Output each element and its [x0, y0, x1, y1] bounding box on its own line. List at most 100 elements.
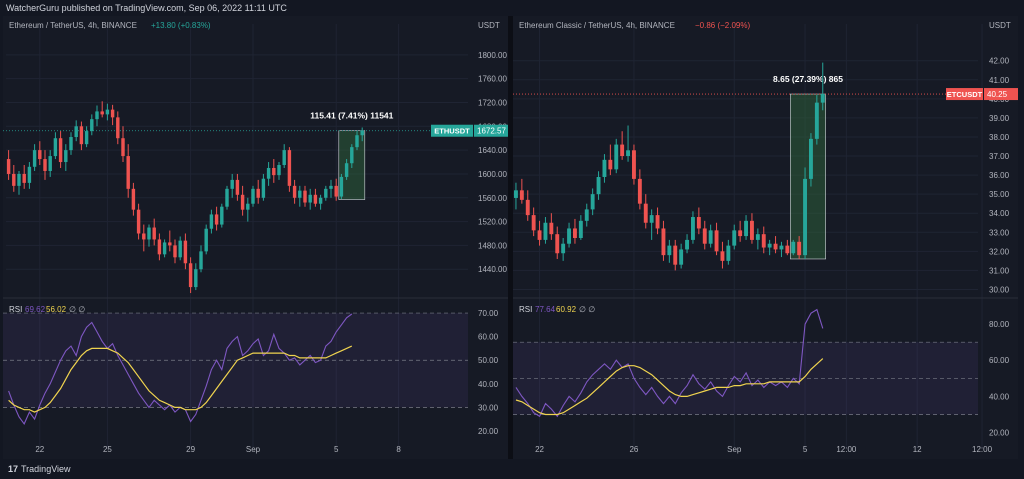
time-tick-label: 5	[803, 445, 808, 454]
candle-body	[803, 178, 807, 256]
candle-body	[779, 245, 784, 250]
candle-body	[303, 190, 307, 203]
chart-change: −0.86 (−2.09%)	[695, 21, 750, 30]
candle-body	[673, 245, 678, 265]
candle-body	[142, 233, 146, 240]
rsi-tick-label: 80.00	[989, 320, 1010, 329]
candle-body	[596, 176, 601, 195]
published-header: WatcherGuru published on TradingView.com…	[0, 0, 1024, 16]
time-tick-label: 22	[535, 445, 544, 454]
rsi-tick-label: 60.00	[989, 356, 1010, 365]
candle-body	[110, 109, 115, 118]
candle-body	[251, 188, 255, 204]
price-tick-label: 1480.00	[478, 241, 507, 250]
candle-body	[324, 188, 328, 198]
price-tick-label: 37.00	[989, 152, 1010, 161]
candle-body	[157, 239, 162, 255]
rsi-tick-label: 40.00	[989, 392, 1010, 401]
price-tick-label: 1800.00	[478, 51, 507, 60]
candle-body	[614, 144, 619, 170]
panel-divider	[508, 16, 513, 459]
rsi-ma-value: 56.02	[46, 305, 67, 314]
candle-body	[246, 203, 250, 210]
eth-chart-svg[interactable]: 115.41 (7.41%) 11541 70.00 60.00 50.00 40.00…	[3, 16, 508, 459]
candle-body	[543, 222, 548, 240]
etc-chart-svg[interactable]: 8.65 (27.39%) 865 80.00 60.00 40.00 20.00 RSI…	[513, 16, 1018, 459]
rsi-ma-value: 60.92	[556, 305, 577, 314]
price-tick-label: 1600.00	[478, 170, 507, 179]
candle-body	[53, 138, 58, 157]
candle-body	[318, 197, 323, 204]
rsi-label: RSI	[519, 305, 532, 314]
candle-body	[626, 150, 630, 157]
candle-body	[567, 228, 571, 244]
candle-body	[136, 209, 141, 234]
price-tick-label: 42.00	[989, 57, 1010, 66]
candle-body	[773, 243, 778, 250]
chart-panel-etc[interactable]: 8.65 (27.39%) 865 80.00 60.00 40.00 20.00 RSI…	[513, 16, 1018, 459]
symbol-tag-label: ETCUSDT	[947, 90, 983, 99]
candle-body	[350, 147, 354, 164]
candle-body	[355, 135, 359, 148]
price-tick-label: 32.00	[989, 247, 1010, 256]
symbol-tag-label: ETHUSDT	[434, 127, 470, 136]
candle-body	[116, 117, 120, 139]
rsi-tick-label: 40.00	[478, 380, 499, 389]
candle-body	[732, 230, 737, 246]
candle-body	[105, 109, 110, 115]
candle-body	[720, 251, 725, 261]
candle-body	[17, 173, 21, 186]
rsi-line	[515, 308, 824, 418]
candle-body	[48, 156, 52, 171]
candle-body	[79, 126, 84, 145]
candle-body	[679, 249, 684, 265]
price-tick-label: 38.00	[989, 133, 1010, 142]
candle-body	[308, 194, 312, 203]
tradingview-logo[interactable]: 17 TradingView	[8, 464, 71, 474]
candle-body	[240, 194, 245, 210]
candle-body	[655, 215, 660, 229]
price-tick-label: 39.00	[989, 114, 1010, 123]
candle-body	[549, 222, 554, 235]
candle-body	[726, 245, 731, 261]
candle-body	[209, 214, 214, 229]
candle-body	[266, 167, 271, 179]
measure-label: 8.65 (27.39%) 865	[773, 74, 843, 84]
candle-body	[168, 242, 172, 246]
candle-body	[667, 245, 672, 256]
candle-body	[272, 167, 276, 176]
candle-body	[131, 188, 136, 210]
candle-body	[162, 242, 167, 255]
candle-body	[608, 159, 613, 170]
rsi-flags: ∅ ∅	[69, 305, 85, 314]
chart-panel-eth[interactable]: 115.41 (7.41%) 11541 70.00 60.00 50.00 40.00…	[3, 16, 508, 459]
last-price-tag	[984, 88, 1018, 101]
candle-body	[334, 185, 338, 197]
candle-body	[744, 220, 748, 237]
candle-body	[173, 245, 177, 258]
candle-body	[573, 228, 577, 238]
candle-body	[661, 228, 666, 256]
candle-body	[22, 173, 26, 183]
candle-body	[183, 240, 188, 264]
rsi-tick-label: 60.00	[478, 333, 499, 342]
candle-body	[590, 194, 595, 210]
candle-body	[514, 190, 518, 198]
candle-body	[95, 111, 99, 120]
candle-body	[531, 215, 536, 231]
candle-body	[256, 188, 260, 198]
chart-title: Ethereum Classic / TetherUS, 4h, BINANCE	[519, 21, 675, 30]
symbol-tag	[431, 124, 473, 137]
candle-body	[220, 206, 224, 225]
price-tick-label: 41.00	[989, 76, 1010, 85]
rsi-tick-label: 20.00	[478, 427, 499, 436]
candle-body	[147, 227, 151, 240]
rsi-value: 77.64	[535, 305, 556, 314]
price-tick-label: 1760.00	[478, 75, 507, 84]
candle-body	[12, 173, 16, 186]
rsi-flags: ∅ ∅	[579, 305, 595, 314]
candle-body	[685, 239, 689, 250]
last-price-label: 1672.57	[477, 127, 506, 136]
candle-body	[188, 263, 193, 288]
candle-body	[344, 163, 349, 177]
